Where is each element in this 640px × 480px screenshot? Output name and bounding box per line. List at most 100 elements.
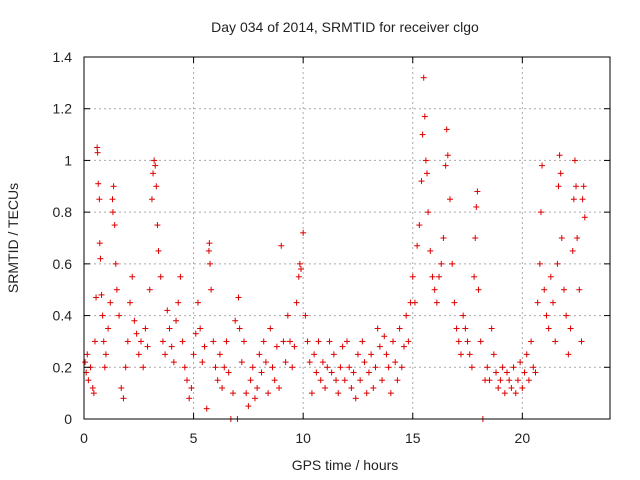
data-points: [82, 74, 588, 422]
data-point: [173, 317, 180, 324]
data-point: [363, 390, 370, 397]
data-point: [190, 351, 197, 358]
data-point: [212, 364, 219, 371]
data-point: [207, 260, 214, 267]
data-point: [287, 338, 294, 345]
data-point: [154, 222, 161, 229]
data-point: [431, 286, 438, 293]
data-point: [387, 390, 394, 397]
data-point: [247, 377, 254, 384]
data-point: [503, 369, 510, 376]
data-point: [462, 325, 469, 332]
data-point: [214, 377, 221, 384]
data-point: [574, 235, 581, 241]
data-point: [499, 364, 506, 371]
data-point: [341, 377, 348, 384]
data-point: [390, 338, 397, 345]
data-point: [155, 247, 162, 254]
data-point: [273, 343, 280, 350]
data-point: [260, 338, 267, 345]
data-point: [506, 377, 513, 384]
data-point: [254, 384, 261, 391]
data-point: [135, 351, 142, 358]
data-point: [289, 364, 296, 371]
data-point: [116, 312, 123, 319]
data-point: [354, 351, 361, 358]
data-point: [206, 240, 213, 247]
data-point: [455, 338, 462, 345]
data-point: [152, 162, 159, 169]
axis-ticks: [83, 56, 610, 420]
data-point: [495, 384, 502, 391]
data-point: [101, 364, 108, 371]
data-point: [99, 312, 106, 319]
data-point: [315, 338, 322, 345]
data-point: [205, 247, 212, 254]
data-point: [486, 377, 493, 384]
data-point: [317, 377, 324, 384]
data-point: [466, 351, 473, 358]
data-point: [89, 384, 96, 391]
data-point: [97, 255, 104, 262]
data-point: [221, 364, 228, 371]
chart-title: Day 034 of 2014, SRMTID for receiver clg…: [211, 19, 479, 35]
data-point: [493, 369, 500, 376]
data-point: [573, 183, 580, 190]
data-point: [536, 260, 543, 267]
x-tick-label: 10: [295, 430, 311, 446]
data-point: [324, 364, 331, 371]
data-point: [186, 395, 193, 402]
data-point: [225, 369, 232, 376]
data-point: [199, 359, 206, 366]
data-point: [383, 351, 390, 358]
data-point: [295, 273, 302, 280]
data-point: [545, 325, 552, 332]
data-point: [385, 364, 392, 371]
data-point: [508, 384, 515, 391]
data-point: [98, 291, 105, 298]
data-point: [210, 338, 217, 345]
data-point: [293, 299, 300, 306]
data-point: [541, 286, 548, 293]
data-point: [278, 242, 285, 249]
data-point: [530, 364, 537, 371]
data-point: [460, 312, 467, 319]
data-point: [547, 273, 554, 280]
data-point: [376, 343, 383, 350]
data-point: [251, 395, 258, 402]
data-point: [94, 144, 101, 151]
data-point: [271, 377, 278, 384]
data-point: [282, 359, 289, 366]
data-point: [319, 359, 326, 366]
data-point: [85, 377, 92, 384]
data-point: [265, 390, 272, 397]
data-point: [525, 377, 532, 384]
data-point: [557, 170, 564, 177]
data-point: [523, 351, 530, 358]
y-axis-label: SRMTID / TECUs: [5, 183, 21, 293]
data-point: [570, 196, 577, 203]
data-point: [153, 183, 160, 190]
data-point: [194, 299, 201, 306]
data-point: [348, 384, 355, 391]
data-point: [166, 325, 173, 332]
data-point: [201, 343, 208, 350]
data-point: [124, 338, 131, 345]
data-point: [400, 343, 407, 350]
data-point: [475, 286, 482, 293]
data-point: [109, 209, 116, 216]
plot-frame: [83, 56, 611, 420]
data-point: [164, 307, 171, 314]
data-point: [216, 351, 223, 358]
data-point: [177, 273, 184, 280]
data-point: [567, 325, 574, 332]
data-point: [556, 152, 563, 159]
data-point: [416, 222, 423, 229]
data-point: [192, 330, 199, 337]
data-point: [438, 260, 445, 267]
data-point: [157, 273, 164, 280]
data-point: [84, 351, 91, 358]
data-point: [236, 325, 243, 332]
data-point: [150, 170, 157, 177]
